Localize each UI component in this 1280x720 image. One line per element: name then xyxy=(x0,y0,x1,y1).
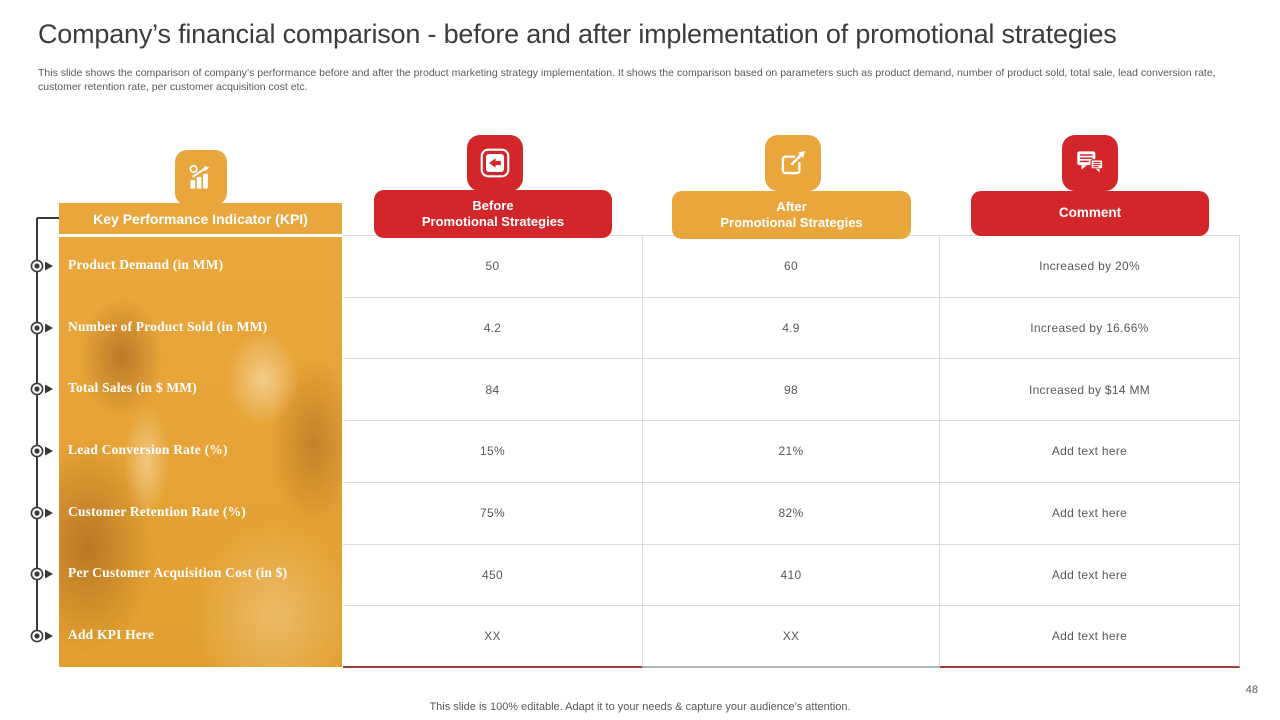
comment-header-label: Comment xyxy=(1058,205,1122,221)
cell-after: 410 xyxy=(643,544,940,607)
kpi-row-label: Per Customer Acquisition Cost (in $) xyxy=(68,565,288,580)
kpi-row-label: Product Demand (in MM) xyxy=(68,257,224,272)
kpi-bullet-marker-icon xyxy=(30,259,53,273)
kpi-row-label: Customer Retention Rate (%) xyxy=(68,504,246,519)
cell-after: 4.9 xyxy=(643,297,940,360)
comment-bubbles-icon xyxy=(1062,135,1118,191)
comment-bubbles-glyph xyxy=(1077,151,1104,173)
kpi-column-header: Key Performance Indicator (KPI) xyxy=(59,203,342,234)
kpi-row-label: Lead Conversion Rate (%) xyxy=(68,442,228,457)
cell-before: 75% xyxy=(343,482,643,545)
kpi-bullet-marker-icon xyxy=(30,506,53,520)
kpi-bullet-marker-icon xyxy=(30,321,53,335)
cell-before: XX xyxy=(343,606,643,668)
cell-comment: Increased by $14 MM xyxy=(940,359,1240,422)
cell-comment: Increased by 16.66% xyxy=(940,297,1240,360)
cell-comment: Add text here xyxy=(940,606,1240,668)
back-arrow-icon xyxy=(467,135,523,191)
cell-comment: Increased by 20% xyxy=(940,236,1240,298)
comment-column-header: Comment xyxy=(971,191,1209,236)
back-arrow-glyph xyxy=(480,148,510,178)
footer-note: This slide is 100% editable. Adapt it to… xyxy=(429,701,851,713)
kpi-row-label: Add KPI Here xyxy=(68,627,155,642)
before-header-line2: Promotional Strategies xyxy=(421,214,565,229)
cell-comment: Add text here xyxy=(940,482,1240,545)
after-column-header: After Promotional Strategies xyxy=(672,191,911,239)
kpi-bullet-marker-icon xyxy=(30,629,53,643)
kpi-bullet-marker-icon xyxy=(30,444,53,458)
before-column-header: Before Promotional Strategies xyxy=(374,190,612,238)
cell-after: XX xyxy=(643,606,940,668)
kpi-bullet-marker-icon xyxy=(30,382,53,396)
cell-before: 15% xyxy=(343,421,643,483)
export-share-glyph xyxy=(781,150,806,175)
page-title: Company’s financial comparison - before … xyxy=(38,19,1117,49)
kpi-bullet-marker-icon xyxy=(30,567,53,581)
bracket-vertical-line xyxy=(36,218,38,636)
cell-after: 21% xyxy=(643,421,940,483)
after-header-line2: Promotional Strategies xyxy=(720,215,863,230)
slide-description: This slide shows the comparison of compa… xyxy=(38,67,1216,93)
cell-before: 50 xyxy=(343,236,643,298)
cell-after: 60 xyxy=(643,236,940,298)
kpi-row-label: Number of Product Sold (in MM) xyxy=(68,319,268,334)
cell-before: 4.2 xyxy=(343,297,643,360)
kpi-row-label: Total Sales (in $ MM) xyxy=(68,380,197,395)
cell-before: 450 xyxy=(343,544,643,607)
cell-comment: Add text here xyxy=(940,421,1240,483)
page-number: 48 xyxy=(1245,684,1258,696)
comparison-table: 50 60 Increased by 20% 4.2 4.9 Increased… xyxy=(343,235,1240,668)
before-header-line1: Before xyxy=(472,197,514,213)
cell-before: 84 xyxy=(343,359,643,422)
kpi-column-body xyxy=(59,237,342,667)
cell-after: 98 xyxy=(643,359,940,422)
export-share-icon xyxy=(765,135,821,191)
bar-chart-trend-glyph xyxy=(189,164,210,189)
bar-chart-trend-icon xyxy=(175,150,227,205)
cell-comment: Add text here xyxy=(940,544,1240,607)
cell-after: 82% xyxy=(643,482,940,545)
bracket-horizontal-line xyxy=(37,217,59,219)
after-header-line1: After xyxy=(776,198,807,214)
